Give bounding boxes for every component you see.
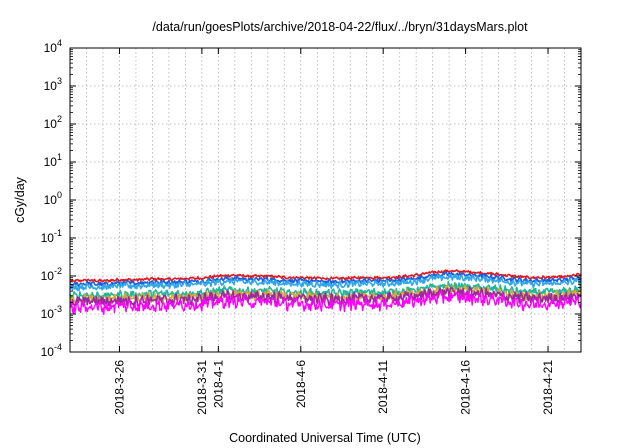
y-tick-base: 10 bbox=[44, 117, 58, 131]
y-tick-exponent: 0 bbox=[57, 190, 62, 200]
y-tick-label: 10-3 bbox=[41, 304, 62, 321]
y-tick-label: 102 bbox=[44, 114, 62, 131]
y-tick-label: 10-4 bbox=[41, 342, 62, 359]
x-axis: 2018-3-26 2018-3-31 2018-4-1 2018-4-6 2018-4… bbox=[112, 48, 555, 415]
series-line bbox=[69, 269, 582, 283]
x-tick-label: 2018-4-11 bbox=[376, 360, 390, 414]
y-tick-base: 10 bbox=[41, 269, 55, 283]
y-tick-exponent: 4 bbox=[57, 38, 62, 48]
y-tick-base: 10 bbox=[41, 231, 55, 245]
y-tick-base: 10 bbox=[41, 345, 55, 359]
x-tick-label: 2018-4-21 bbox=[541, 360, 555, 415]
x-tick-label: 2018-4-16 bbox=[459, 360, 473, 415]
x-tick-label: 2018-3-31 bbox=[195, 360, 209, 415]
y-tick-label: 103 bbox=[44, 76, 62, 93]
y-tick-base: 10 bbox=[44, 193, 58, 207]
series-line bbox=[69, 286, 582, 308]
series-line bbox=[69, 280, 582, 301]
x-tick-label: 2018-3-26 bbox=[112, 360, 126, 415]
chart-title: /data/run/goesPlots/archive/2018-04-22/f… bbox=[152, 20, 528, 34]
y-tick-base: 10 bbox=[41, 307, 55, 321]
y-tick-label: 101 bbox=[44, 152, 62, 169]
y-tick-base: 10 bbox=[44, 79, 58, 93]
y-tick-label: 10-2 bbox=[41, 266, 62, 283]
series-group bbox=[69, 269, 582, 315]
y-tick-exponent: 3 bbox=[57, 76, 62, 86]
y-tick-base: 10 bbox=[44, 155, 58, 169]
y-tick-exponent: -2 bbox=[54, 266, 62, 276]
x-tick-label: 2018-4-6 bbox=[294, 360, 308, 408]
y-tick-exponent: -1 bbox=[54, 228, 62, 238]
series-line bbox=[69, 273, 582, 292]
y-tick-exponent: -4 bbox=[54, 342, 62, 352]
y-axis-label: cGy/day bbox=[13, 176, 27, 223]
y-tick-label: 100 bbox=[44, 190, 62, 207]
series-line bbox=[69, 290, 582, 315]
x-tick-label: 2018-4-1 bbox=[211, 360, 225, 408]
y-tick-exponent: 2 bbox=[57, 114, 62, 124]
y-tick-exponent: 1 bbox=[57, 152, 62, 162]
y-tick-exponent: -3 bbox=[54, 304, 62, 314]
y-tick-base: 10 bbox=[44, 41, 58, 55]
y-tick-label: 104 bbox=[44, 38, 62, 55]
x-axis-label: Coordinated Universal Time (UTC) bbox=[229, 431, 421, 445]
y-tick-label: 10-1 bbox=[41, 228, 62, 245]
